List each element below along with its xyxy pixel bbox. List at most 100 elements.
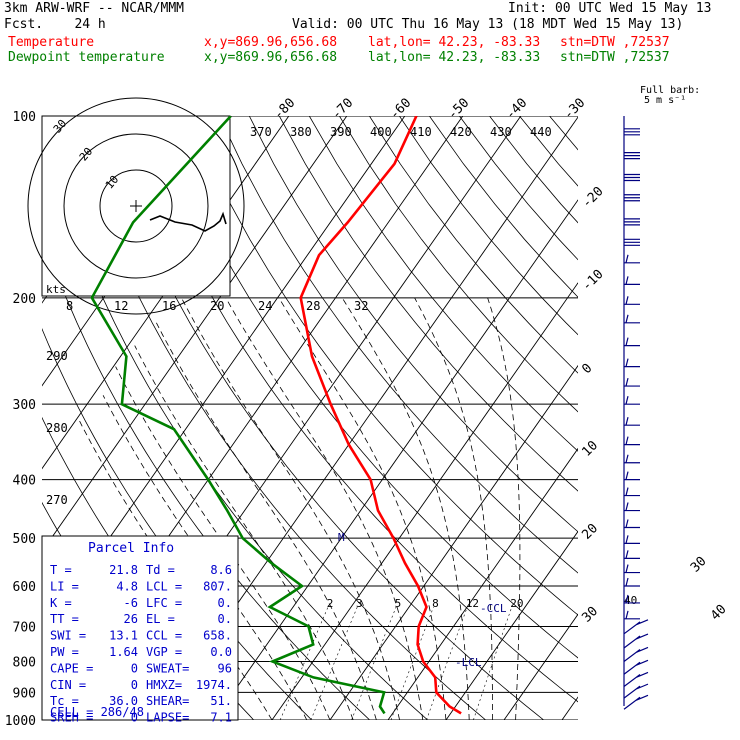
wind-barb	[624, 471, 640, 481]
parcel-param-value: 0.	[218, 612, 232, 626]
barb-full	[624, 610, 640, 620]
isotherm	[503, 613, 578, 720]
parcel-param-label: EL =	[146, 612, 175, 626]
moist-adiabat	[278, 297, 447, 720]
barb-full	[624, 337, 640, 347]
parcel-param-value: 1.64	[109, 645, 138, 659]
wind-barb	[624, 577, 640, 587]
mixing-ratio-label: 5	[395, 597, 402, 610]
barb-full	[624, 377, 640, 387]
theta-label: 370	[250, 125, 272, 139]
sounding-profiles	[90, 116, 462, 715]
theta-label: 410	[410, 125, 432, 139]
parcel-param-value: 658.	[203, 629, 232, 643]
moist-adiabat	[414, 297, 493, 720]
dewpoint-station: stn=DTW ,72537	[560, 50, 670, 65]
barb-flag	[624, 152, 640, 160]
barb-full	[624, 502, 640, 512]
parcel-box	[41, 535, 239, 721]
ccl-marker: -CCL	[480, 602, 507, 615]
theta-label: 270	[46, 493, 68, 507]
wind-barb	[623, 683, 649, 699]
dry-adiabat	[248, 116, 578, 533]
parcel-info-title: Parcel Info	[88, 541, 174, 556]
pressure-label: 500	[13, 532, 36, 547]
theta-label: 400	[370, 125, 392, 139]
barb-half	[623, 694, 649, 710]
parcel-param-value: 0	[131, 661, 138, 675]
theta-label: 290	[46, 349, 68, 363]
wind-barb	[624, 594, 640, 604]
dry-adiabat	[128, 116, 578, 703]
parcel-info-box: Parcel Info T = 21.8 Td = 8.6 LI = 4.8 LCL = 807…	[41, 535, 239, 725]
wind-barb	[624, 377, 640, 387]
temperature-tick-label: -30	[561, 96, 588, 123]
barb-full	[624, 577, 640, 587]
hodograph-ring	[27, 97, 245, 315]
moist-adiabat	[487, 297, 521, 720]
parcel-param-value: 0.0	[210, 645, 232, 659]
wind-barb	[624, 238, 640, 246]
temperature-tick-label: -40	[503, 96, 530, 123]
wind-barb	[624, 152, 640, 160]
dry-adiabat	[489, 116, 578, 224]
dry-adiabat	[339, 116, 578, 413]
wind-legend-line1: Full barb:	[640, 85, 701, 96]
wind-barb	[624, 396, 640, 405]
pressure-label: 800	[13, 655, 36, 670]
barb-full	[624, 594, 640, 604]
barb-full	[624, 436, 640, 446]
theta-label: 420	[450, 125, 472, 139]
hodograph-center	[130, 200, 142, 212]
pressure-label: 900	[13, 686, 36, 701]
wind-barb	[624, 436, 640, 446]
barb-flag	[624, 218, 640, 226]
parcel-param-label: HMXZ=	[146, 678, 182, 692]
hodograph-speed-tick: 24	[258, 299, 272, 313]
wind-legend-line2: 5 m s⁻¹	[644, 95, 687, 106]
parcel-param-label: TT =	[50, 612, 79, 626]
barb-flag	[624, 194, 640, 202]
parcel-param-value: 21.8	[109, 563, 138, 577]
hodograph-speed-tick: 32	[354, 299, 368, 313]
wind-barb	[624, 194, 640, 202]
moist-adiabat	[156, 322, 377, 720]
parcel-cell: CELL = 286/48	[50, 705, 144, 719]
temperature-tick-label: -10	[579, 267, 606, 294]
dry-adiabat	[308, 116, 578, 452]
parcel-param-value: 0.	[218, 596, 232, 610]
dewpoint-profile	[90, 116, 386, 715]
wind-barb	[624, 487, 640, 497]
barb-half	[623, 633, 649, 649]
parcel-param-label: SREH =	[50, 711, 93, 725]
wind-barb	[624, 417, 640, 426]
parcel-param-value: 96	[218, 661, 232, 675]
parcel-param-value: 8.6	[210, 563, 232, 577]
pressure-label: 700	[13, 620, 36, 635]
pressure-label: 100	[13, 110, 36, 125]
parcel-param-label: CAPE =	[50, 661, 93, 675]
theta-label: 430	[490, 125, 512, 139]
barb-half	[623, 671, 649, 687]
wind-barb	[624, 610, 640, 620]
parcel-param-label: CIN =	[50, 678, 86, 692]
wind-barb	[624, 550, 640, 559]
wind-barb	[624, 296, 640, 305]
mixing-ratio-label: 3	[356, 597, 363, 610]
pressure-label: 1000	[5, 714, 36, 729]
dry-adiabat	[68, 116, 486, 720]
parcel-param-label: T =	[50, 563, 72, 577]
mixing-ratio-line	[390, 606, 434, 720]
mixing-ratio-label: 8	[432, 597, 439, 610]
barb-full	[624, 564, 640, 574]
parcel-param-label: LFC =	[146, 596, 182, 610]
temperature-tick-label: -60	[387, 96, 414, 123]
mixing-ratio-line	[473, 606, 513, 720]
barb-full	[624, 254, 640, 264]
wind-barb	[624, 254, 640, 264]
wind-barb	[624, 173, 640, 182]
hodograph-speed-tick: 20	[210, 299, 224, 313]
parcel-param-label: SWEAT=	[146, 661, 189, 675]
parcel-param-value: 13.1	[109, 629, 138, 643]
pressure-label: 200	[13, 292, 36, 307]
